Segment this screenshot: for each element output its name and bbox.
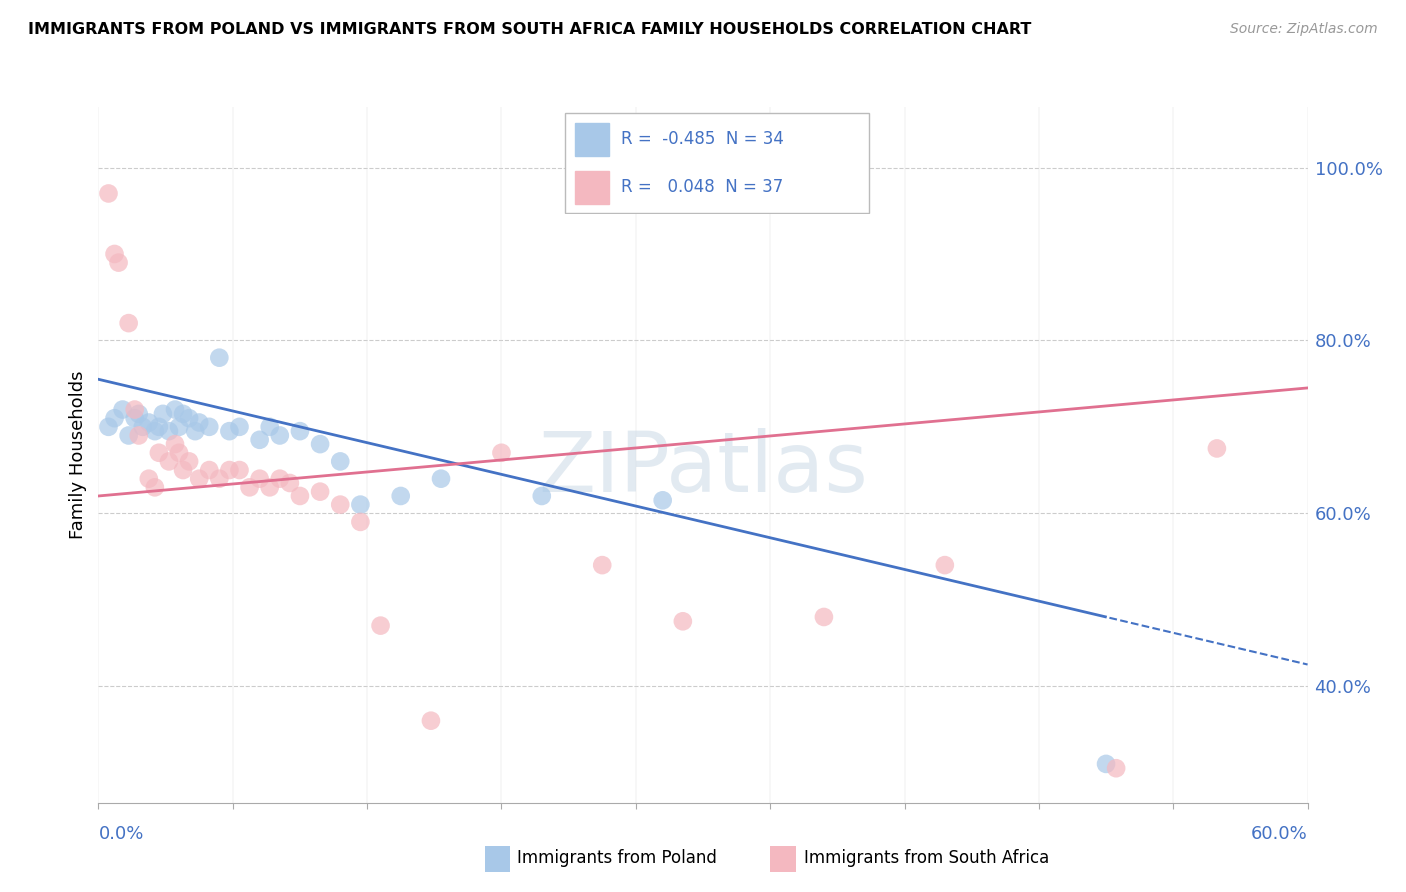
Point [370,618,392,632]
Point [269,428,291,442]
Point [259,480,281,494]
Point [111,402,134,417]
Point [269,472,291,486]
Point [309,484,332,499]
Point [228,420,250,434]
Point [163,402,186,417]
Point [389,489,412,503]
Bar [575,171,609,204]
Point [329,454,352,468]
Point [128,428,150,442]
Point [163,437,186,451]
Point [179,411,201,425]
Point [143,480,166,494]
Point [143,424,166,438]
Point [239,480,262,494]
Point [103,411,125,425]
Text: 60.0%: 60.0% [1251,825,1308,843]
Point [198,420,221,434]
Point [198,463,221,477]
Point [188,472,211,486]
Point [218,463,240,477]
Point [1095,756,1118,771]
Text: R =  -0.485  N = 34: R = -0.485 N = 34 [621,130,785,148]
Point [148,446,170,460]
Text: ZIPatlas: ZIPatlas [538,428,868,509]
Point [530,489,553,503]
Point [184,424,207,438]
Point [1105,761,1128,775]
Point [208,351,231,365]
Point [813,610,835,624]
Point [278,475,301,490]
Point [430,472,453,486]
Text: Immigrants from Poland: Immigrants from Poland [517,849,717,867]
Point [97,420,120,434]
Point [288,489,311,503]
Point [228,463,250,477]
Point [934,558,956,573]
Point [124,411,146,425]
Point [132,420,155,434]
Point [249,433,271,447]
Point [179,454,201,468]
Point [152,407,174,421]
Text: Immigrants from South Africa: Immigrants from South Africa [804,849,1049,867]
Point [167,420,190,434]
Point [349,498,371,512]
Point [288,424,311,438]
Point [672,615,695,629]
Point [651,493,673,508]
Point [420,714,443,728]
Point [128,407,150,421]
Text: 0.0%: 0.0% [98,825,143,843]
Point [148,420,170,434]
Point [218,424,240,438]
Point [167,446,190,460]
Text: Source: ZipAtlas.com: Source: ZipAtlas.com [1230,22,1378,37]
Point [591,558,613,573]
Bar [575,123,609,155]
Text: IMMIGRANTS FROM POLAND VS IMMIGRANTS FROM SOUTH AFRICA FAMILY HOUSEHOLDS CORRELA: IMMIGRANTS FROM POLAND VS IMMIGRANTS FRO… [28,22,1032,37]
Point [124,402,146,417]
Point [118,428,141,442]
Point [138,416,160,430]
Point [157,454,180,468]
Point [329,498,352,512]
Point [118,316,141,330]
Y-axis label: Family Households: Family Households [69,371,87,539]
Text: R =   0.048  N = 37: R = 0.048 N = 37 [621,178,783,196]
Point [103,247,125,261]
Point [349,515,371,529]
Point [172,407,194,421]
Point [309,437,332,451]
Point [259,420,281,434]
Point [208,472,231,486]
Point [1206,442,1229,456]
Point [138,472,160,486]
Point [491,446,513,460]
Point [107,255,129,269]
FancyBboxPatch shape [565,112,869,213]
Point [172,463,194,477]
Point [188,416,211,430]
Point [97,186,120,201]
Point [157,424,180,438]
Point [249,472,271,486]
